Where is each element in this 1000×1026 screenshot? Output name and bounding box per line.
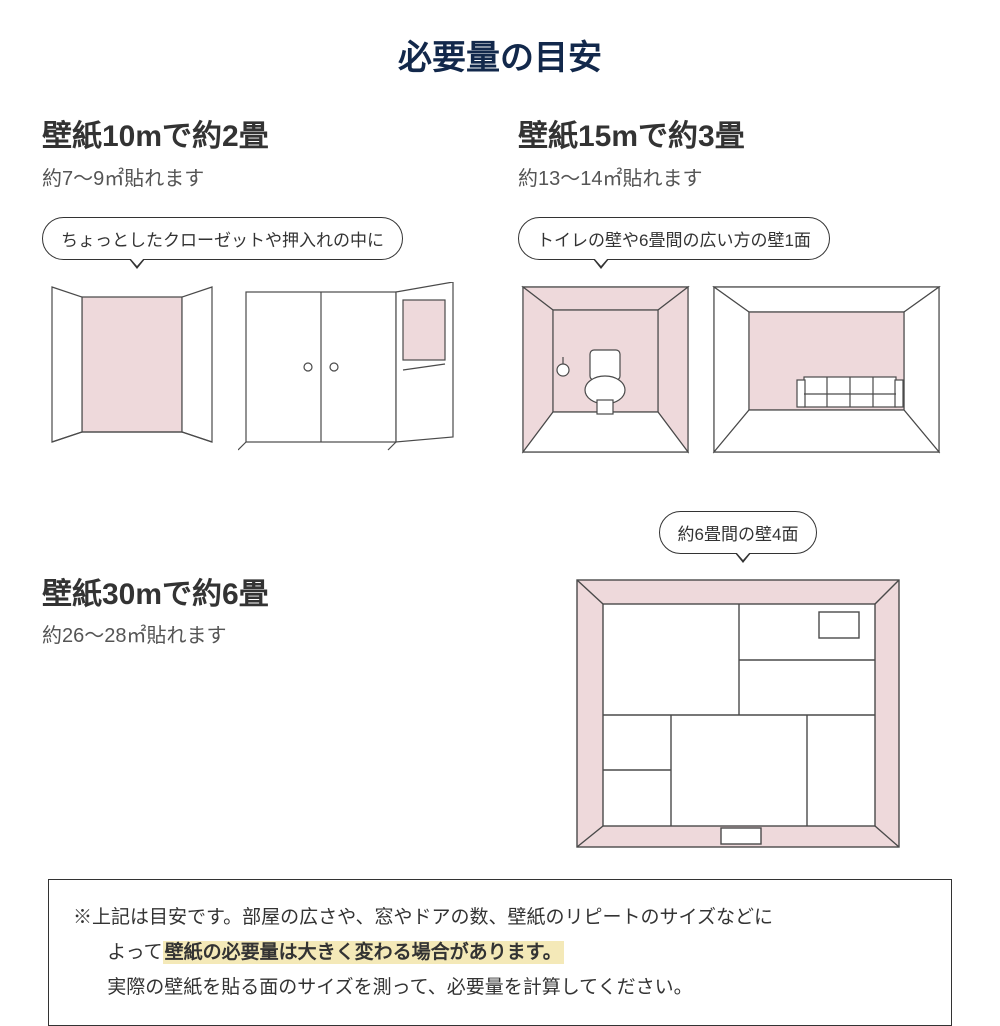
section-15m: 壁紙15mで約3畳 約13～14㎡貼れます トイレの壁や6畳間の広い方の壁1面 — [518, 117, 958, 457]
toilet-room-icon — [518, 282, 693, 457]
sliding-door-icon — [238, 282, 468, 452]
sub-15m: 約13～14㎡貼れます — [518, 162, 958, 191]
closet-icon — [42, 282, 222, 452]
page-title: 必要量の目安 — [30, 30, 970, 79]
callout-10m: ちょっとしたクローゼットや押入れの中に — [42, 217, 403, 260]
section-10m: 壁紙10mで約2畳 約7～9㎡貼れます ちょっとしたクローゼットや押入れの中に — [42, 117, 482, 457]
illus-30m-row — [518, 576, 958, 851]
sub-30m: 約26～28㎡貼れます — [42, 619, 482, 648]
heading-10m: 壁紙10mで約2畳 — [42, 117, 482, 158]
section-30m-illus: 約6畳間の壁4面 — [518, 485, 958, 851]
heading-15m: 壁紙15mで約3畳 — [518, 117, 958, 158]
illus-15m-row — [518, 282, 958, 457]
heading-30m: 壁紙30mで約6畳 — [42, 575, 482, 616]
floorplan-icon — [573, 576, 903, 851]
sub-10m: 約7～9㎡貼れます — [42, 162, 482, 191]
illus-10m-row — [42, 282, 482, 452]
callout-30m: 約6畳間の壁4面 — [659, 511, 818, 554]
disclaimer-highlight: 壁紙の必要量は大きく変わる場合があります。 — [163, 941, 564, 964]
disclaimer-line1: ※上記は目安です。部屋の広さや、窓やドアの数、壁紙のリピートのサイズなどに — [73, 907, 773, 928]
callout-15m: トイレの壁や6畳間の広い方の壁1面 — [518, 217, 830, 260]
disclaimer-box: ※上記は目安です。部屋の広さや、窓やドアの数、壁紙のリピートのサイズなどに よっ… — [48, 879, 952, 1026]
content-grid: 壁紙10mで約2畳 約7～9㎡貼れます ちょっとしたクローゼットや押入れの中に — [30, 117, 970, 851]
disclaimer-line2a: よって — [107, 942, 162, 963]
living-wall-icon — [709, 282, 944, 457]
section-30m-text: 壁紙30mで約6畳 約26～28㎡貼れます — [42, 575, 482, 851]
